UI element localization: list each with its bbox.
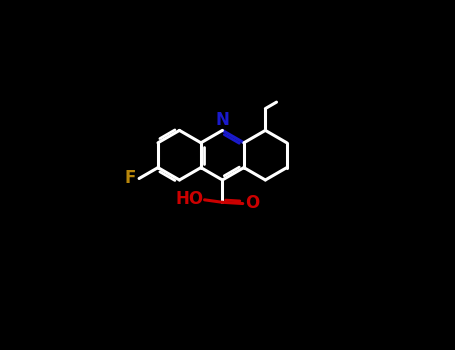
- Text: O: O: [245, 194, 259, 212]
- Text: N: N: [216, 111, 229, 129]
- Text: F: F: [125, 169, 136, 188]
- Text: HO: HO: [175, 190, 203, 208]
